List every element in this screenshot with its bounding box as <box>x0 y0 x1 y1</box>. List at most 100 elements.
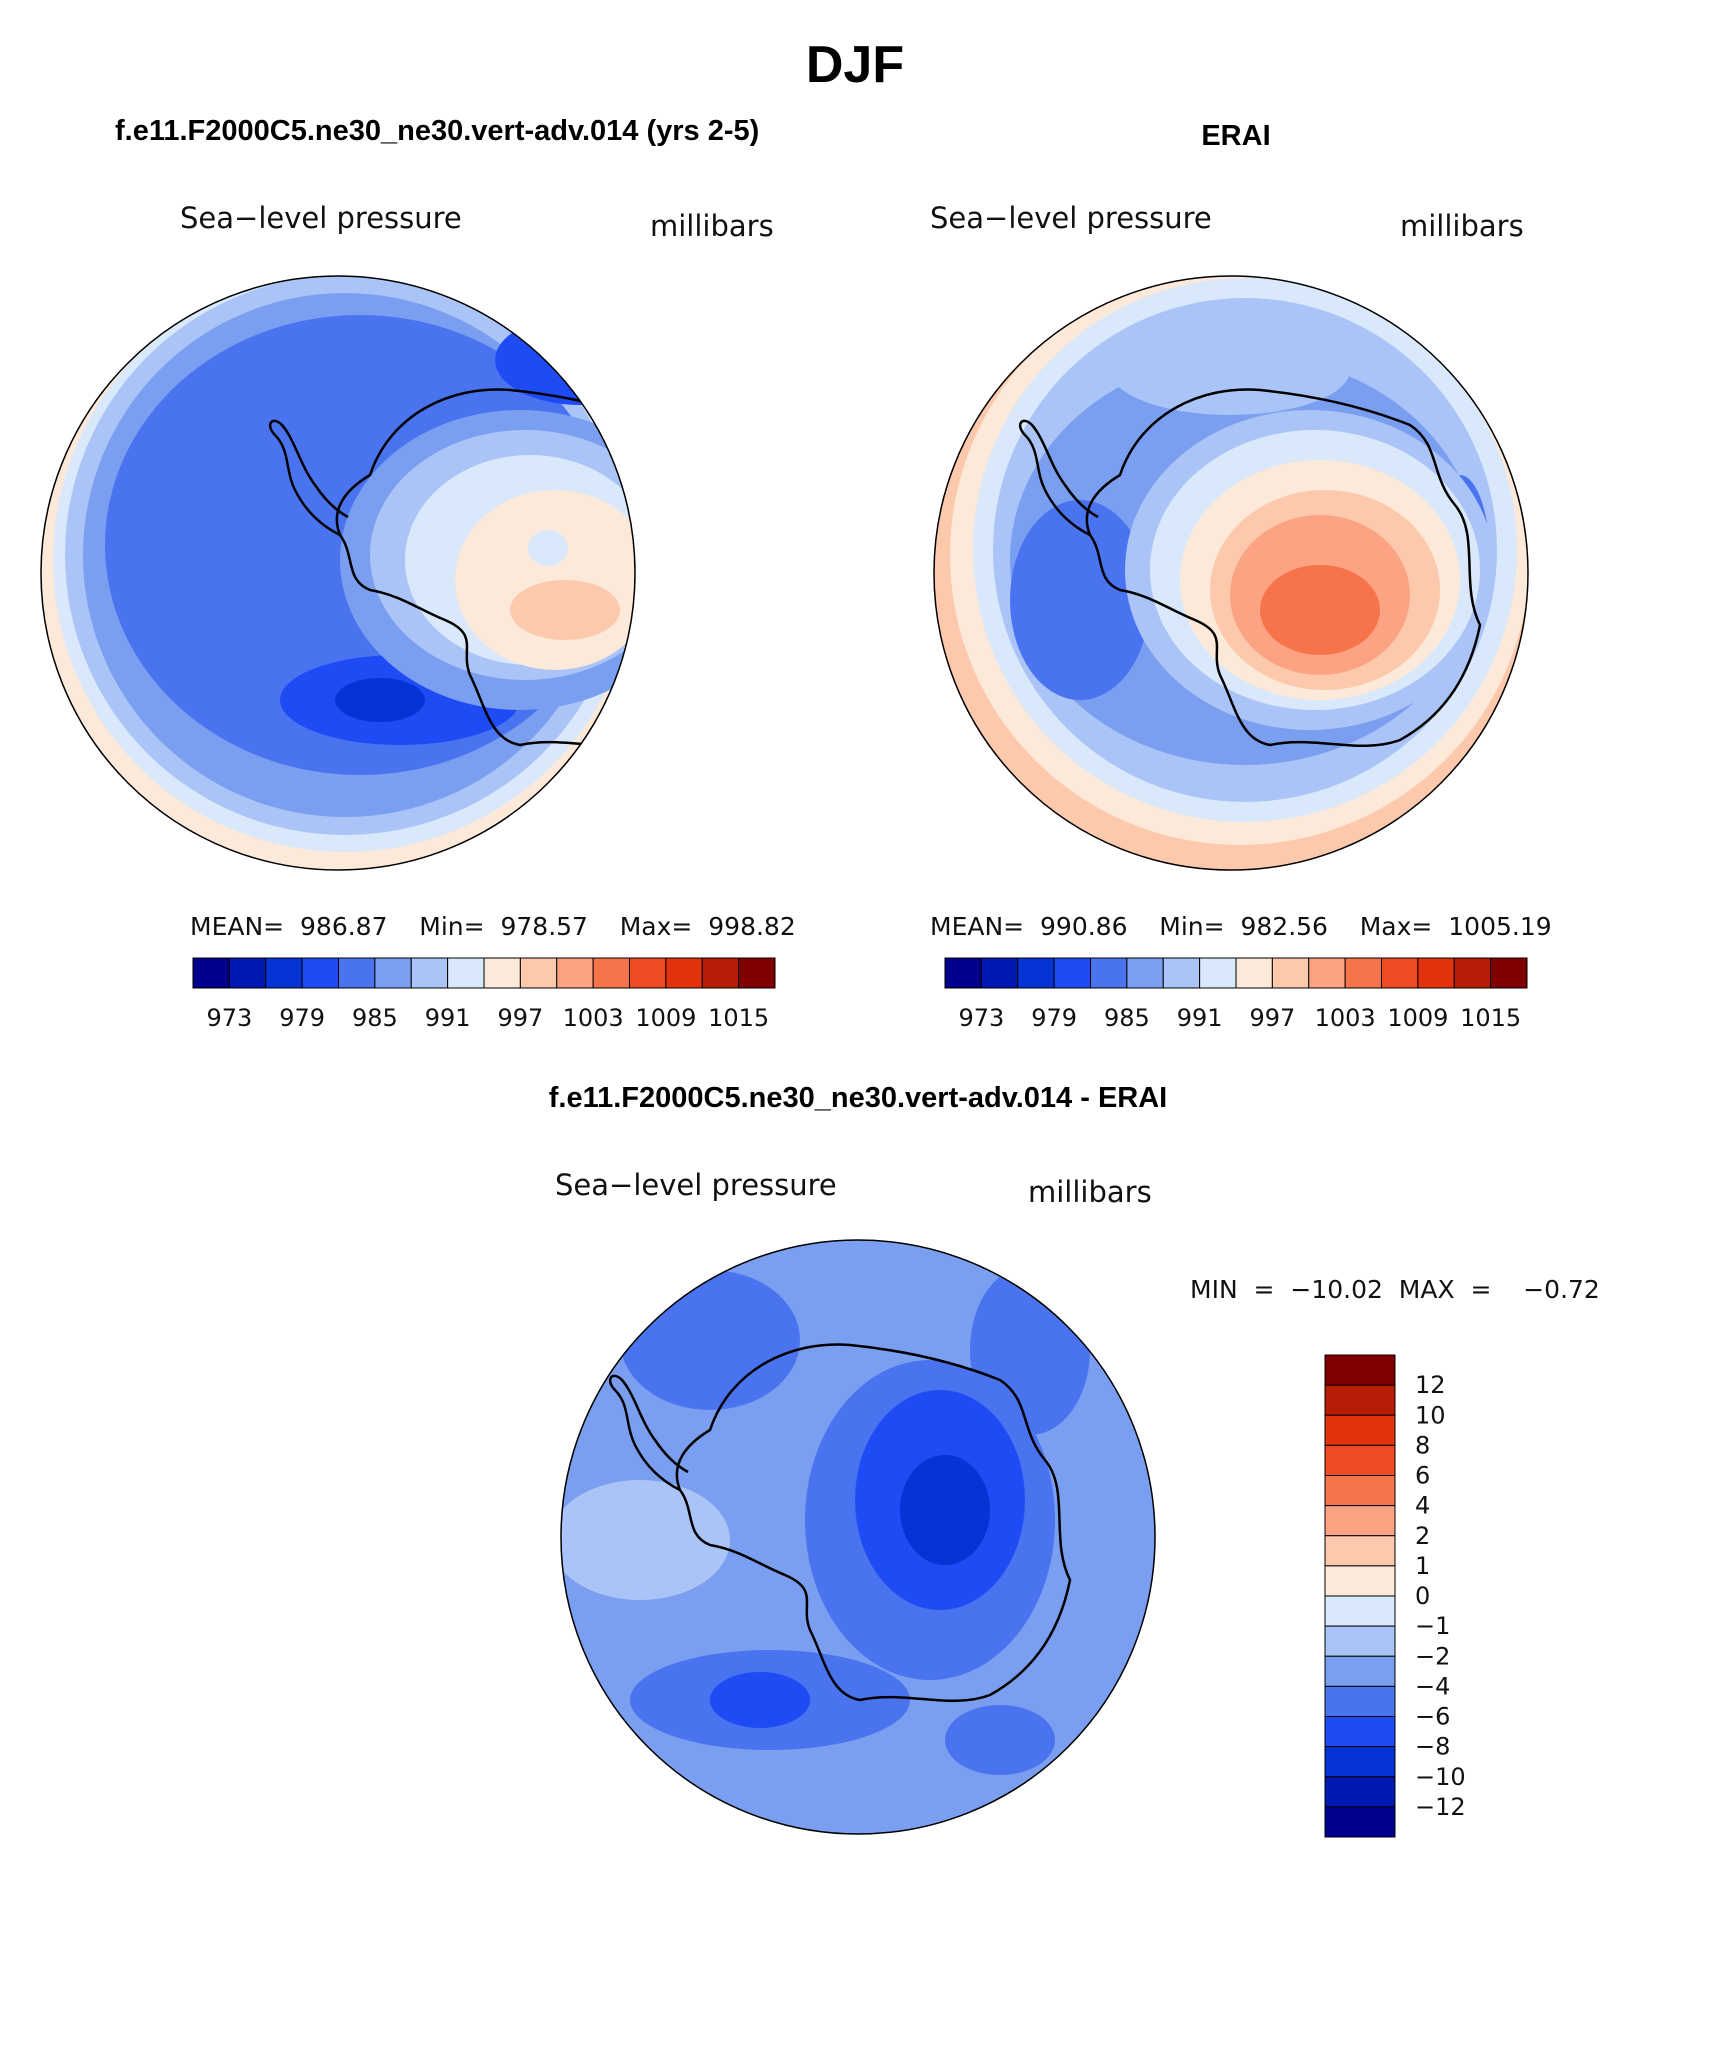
panel-model: f.e11.F2000C5.ne30_ne30.vert-adv.014 (yr… <box>40 115 796 1032</box>
colorbar-swatch <box>447 957 485 989</box>
colorbar-swatch <box>738 957 776 989</box>
colorbar-tick-label: 6 <box>1415 1462 1430 1490</box>
colorbar-tick-label: 991 <box>425 1004 471 1032</box>
colorbar-tick-label: 979 <box>279 1004 325 1032</box>
colorbar-tick-label: −8 <box>1415 1733 1450 1761</box>
panel-obs-high-1 <box>1110 325 1350 415</box>
colorbar-swatch <box>980 957 1019 989</box>
panel-obs-ice-6 <box>1260 565 1380 655</box>
panel-diff: f.e11.F2000C5.ne30_ne30.vert-adv.014 - E… <box>549 1082 1600 1838</box>
panel-diff-stats: MIN = −10.02 MAX = −0.72 <box>1190 1275 1600 1304</box>
colorbar-tick-label: 991 <box>1177 1004 1223 1032</box>
colorbar-tick-label: 2 <box>1415 1522 1430 1550</box>
colorbar-swatch <box>1324 1354 1396 1386</box>
panel-obs-stats: MEAN= 990.86 Min= 982.56 Max= 1005.19 <box>930 912 1552 941</box>
colorbar-tick-label: 1009 <box>1387 1004 1448 1032</box>
panel-obs-map <box>934 276 1528 870</box>
colorbar-swatch <box>1324 1595 1396 1627</box>
colorbar-tick-label: 1015 <box>1460 1004 1521 1032</box>
colorbar-tick-label: 979 <box>1031 1004 1077 1032</box>
colorbar-tick-label: −1 <box>1415 1612 1450 1640</box>
colorbar-tick-label: 973 <box>206 1004 252 1032</box>
colorbar-swatch <box>1324 1685 1396 1717</box>
colorbar-swatch <box>944 957 982 989</box>
panel-diff-heading: f.e11.F2000C5.ne30_ne30.vert-adv.014 - E… <box>549 1082 1167 1114</box>
colorbar-swatch <box>1126 957 1164 989</box>
colorbar-tick-label: 1 <box>1415 1552 1430 1580</box>
panel-diff-units: millibars <box>1028 1175 1152 1209</box>
colorbar-swatch <box>1090 957 1128 989</box>
colorbar-swatch <box>1235 957 1273 989</box>
colorbar-tick-label: 997 <box>497 1004 543 1032</box>
colorbar-swatch <box>1324 1384 1396 1416</box>
colorbar-swatch <box>1324 1716 1396 1748</box>
colorbar-swatch <box>1490 957 1528 989</box>
colorbar-swatch <box>338 957 376 989</box>
colorbar-swatch <box>701 957 740 989</box>
colorbar-tick-label: 8 <box>1415 1431 1430 1459</box>
colorbar-swatch <box>374 957 412 989</box>
panel-model-map-border <box>40 275 636 871</box>
colorbar-tick-label: 1009 <box>635 1004 696 1032</box>
colorbar-swatch <box>1324 1535 1396 1567</box>
colorbar-tick-label: 1003 <box>563 1004 624 1032</box>
season-title: DJF <box>806 36 904 94</box>
colorbar-tick-label: 0 <box>1415 1582 1430 1610</box>
colorbar-swatch <box>629 957 667 989</box>
colorbar-swatch <box>1453 957 1492 989</box>
colorbar-swatch <box>1324 1414 1396 1446</box>
panel-obs-colorbar: 973 979 985 991 997 1003 1009 1015 <box>944 957 1528 1032</box>
colorbar-tick-label: −10 <box>1415 1763 1466 1791</box>
colorbar-tick-label: 997 <box>1249 1004 1295 1032</box>
colorbar-swatch <box>265 957 303 989</box>
colorbar-swatch <box>1344 957 1382 989</box>
panel-model-low-2 <box>335 678 425 722</box>
colorbar-swatch <box>1199 957 1237 989</box>
colorbar-tick-label: −2 <box>1415 1642 1450 1670</box>
panel-diff-fill-9 <box>900 1455 990 1565</box>
panel-obs-variable: Sea−level pressure <box>930 201 1212 235</box>
colorbar-tick-label: 985 <box>352 1004 398 1032</box>
colorbar-swatch <box>556 957 594 989</box>
panel-diff-fill-6 <box>945 1705 1055 1775</box>
colorbar-swatch <box>1271 957 1310 989</box>
colorbar-swatch <box>1417 957 1455 989</box>
panel-model-stats: MEAN= 986.87 Min= 978.57 Max= 998.82 <box>190 912 796 941</box>
colorbar-swatch <box>665 957 703 989</box>
colorbar-swatch <box>519 957 558 989</box>
panel-diff-fill-1 <box>561 1480 730 1600</box>
colorbar-swatch <box>592 957 630 989</box>
colorbar-swatch <box>1324 1475 1396 1507</box>
colorbar-swatch <box>1324 1655 1396 1687</box>
colorbar-tick-label: 973 <box>958 1004 1004 1032</box>
colorbar-swatch <box>1324 1746 1396 1778</box>
panel-model-heading: f.e11.F2000C5.ne30_ne30.vert-adv.014 (yr… <box>115 115 759 147</box>
colorbar-swatch <box>1162 957 1201 989</box>
panel-obs-low-1 <box>1010 500 1150 700</box>
colorbar-tick-label: 1003 <box>1315 1004 1376 1032</box>
panel-obs-heading: ERAI <box>1201 120 1270 152</box>
panel-model-colorbar: 973 979 985 991 997 1003 1009 1015 <box>192 957 776 1032</box>
panel-model-ice-6 <box>528 530 568 566</box>
colorbar-swatch <box>1308 957 1346 989</box>
colorbar-swatch <box>1324 1505 1396 1537</box>
colorbar-swatch <box>1381 957 1419 989</box>
panel-obs-map-border <box>933 275 1529 871</box>
panel-model-ice-4 <box>455 490 635 670</box>
panel-obs-units: millibars <box>1400 209 1524 243</box>
panel-model-units: millibars <box>650 209 774 243</box>
colorbar-swatch <box>1324 1806 1396 1838</box>
colorbar-swatch <box>1053 957 1091 989</box>
colorbar-tick-label: 1015 <box>708 1004 769 1032</box>
panel-model-map <box>41 276 635 870</box>
colorbar-tick-label: 10 <box>1415 1401 1446 1429</box>
colorbar-tick-label: −12 <box>1415 1793 1466 1821</box>
colorbar-tick-label: 12 <box>1415 1371 1446 1399</box>
colorbar-swatch <box>1324 1776 1396 1808</box>
colorbar-swatch <box>1324 1625 1396 1657</box>
colorbar-swatch <box>410 957 449 989</box>
panel-diff-variable: Sea−level pressure <box>555 1168 837 1202</box>
panel-diff-fill-2 <box>620 1270 800 1410</box>
